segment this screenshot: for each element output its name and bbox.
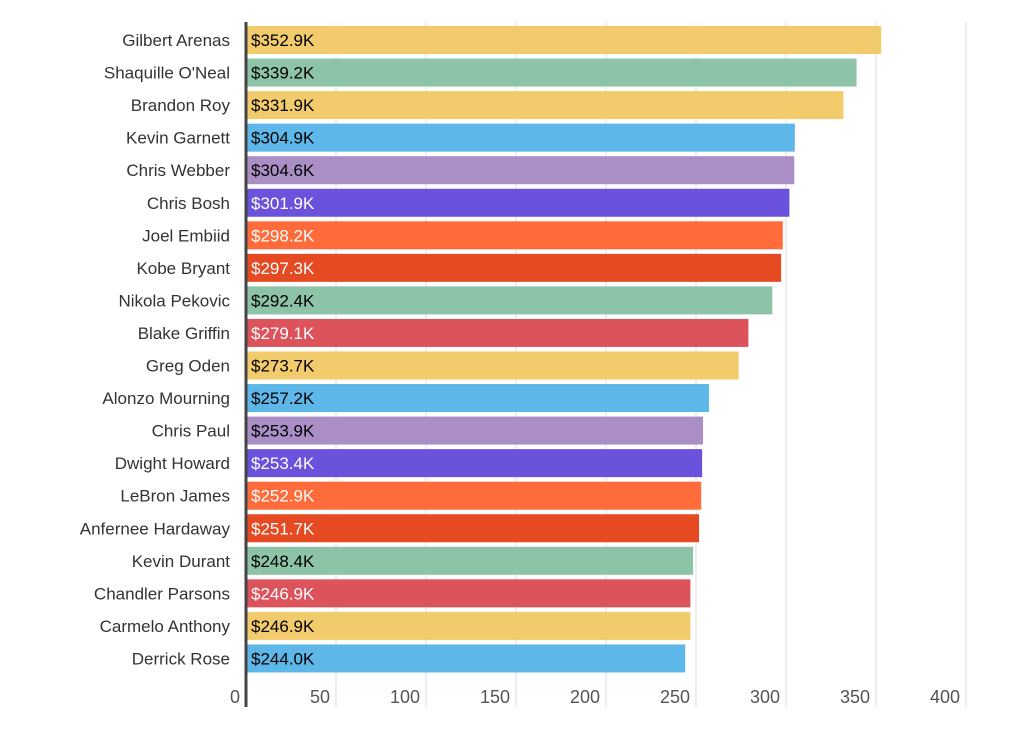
bar	[247, 188, 790, 217]
bar	[247, 416, 704, 445]
data-label: $304.9K	[251, 129, 315, 148]
bar	[247, 351, 739, 380]
data-label: $352.9K	[251, 31, 315, 50]
x-tick-label: 50	[310, 687, 330, 707]
x-tick-label: 350	[840, 687, 870, 707]
bar	[247, 318, 749, 347]
x-tick-label: 400	[930, 687, 960, 707]
data-label: $304.6K	[251, 161, 315, 180]
category-label: Kobe Bryant	[136, 259, 230, 278]
category-label: Derrick Rose	[132, 649, 230, 668]
category-label: Kevin Garnett	[126, 129, 230, 148]
data-label: $257.2K	[251, 389, 315, 408]
category-label: Carmelo Anthony	[100, 617, 231, 636]
category-label: Kevin Durant	[132, 552, 231, 571]
bar	[247, 611, 691, 640]
bar	[247, 26, 882, 54]
category-label: Chris Bosh	[147, 194, 230, 213]
x-tick-label: 200	[570, 687, 600, 707]
category-label: Nikola Pekovic	[119, 291, 231, 310]
data-label: $248.4K	[251, 552, 315, 571]
data-label: $244.0K	[251, 649, 315, 668]
data-label: $246.9K	[251, 617, 315, 636]
data-label: $292.4K	[251, 291, 315, 310]
category-label: Shaquille O'Neal	[104, 64, 230, 83]
data-label: $279.1K	[251, 324, 315, 343]
bar	[247, 221, 783, 250]
data-label: $253.4K	[251, 454, 315, 473]
x-tick-label: 250	[660, 687, 690, 707]
category-label: Dwight Howard	[115, 454, 230, 473]
x-tick-label: 300	[750, 687, 780, 707]
bar	[247, 384, 709, 413]
category-label: Alonzo Mourning	[102, 389, 230, 408]
bar	[247, 579, 691, 608]
category-label: Blake Griffin	[138, 324, 230, 343]
bar	[247, 644, 686, 673]
data-label: $339.2K	[251, 64, 315, 83]
data-label: $273.7K	[251, 357, 315, 376]
data-label: $252.9K	[251, 487, 315, 506]
category-label: Chandler Parsons	[94, 584, 230, 603]
data-label: $251.7K	[251, 519, 315, 538]
category-label: Anfernee Hardaway	[80, 519, 231, 538]
category-label: Chris Paul	[152, 422, 230, 441]
category-label: LeBron James	[120, 487, 230, 506]
bar	[247, 253, 782, 282]
category-label: Greg Oden	[146, 357, 230, 376]
data-label: $331.9K	[251, 96, 315, 115]
bar	[247, 514, 700, 543]
x-tick-label: 100	[390, 687, 420, 707]
bar	[247, 286, 773, 315]
bar	[247, 449, 703, 478]
x-tick-label: 150	[480, 687, 510, 707]
x-tick-label: 0	[230, 687, 240, 707]
category-label: Gilbert Arenas	[122, 31, 230, 50]
data-label: $301.9K	[251, 194, 315, 213]
bar	[247, 91, 844, 120]
bar	[247, 58, 857, 87]
bar	[247, 546, 694, 575]
bar	[247, 481, 702, 510]
bar	[247, 123, 795, 152]
category-label: Joel Embiid	[142, 226, 230, 245]
bar	[247, 156, 795, 185]
category-label: Brandon Roy	[131, 96, 231, 115]
data-label: $298.2K	[251, 226, 315, 245]
data-label: $297.3K	[251, 259, 315, 278]
data-label: $246.9K	[251, 584, 315, 603]
data-label: $253.9K	[251, 422, 315, 441]
category-label: Chris Webber	[126, 161, 230, 180]
